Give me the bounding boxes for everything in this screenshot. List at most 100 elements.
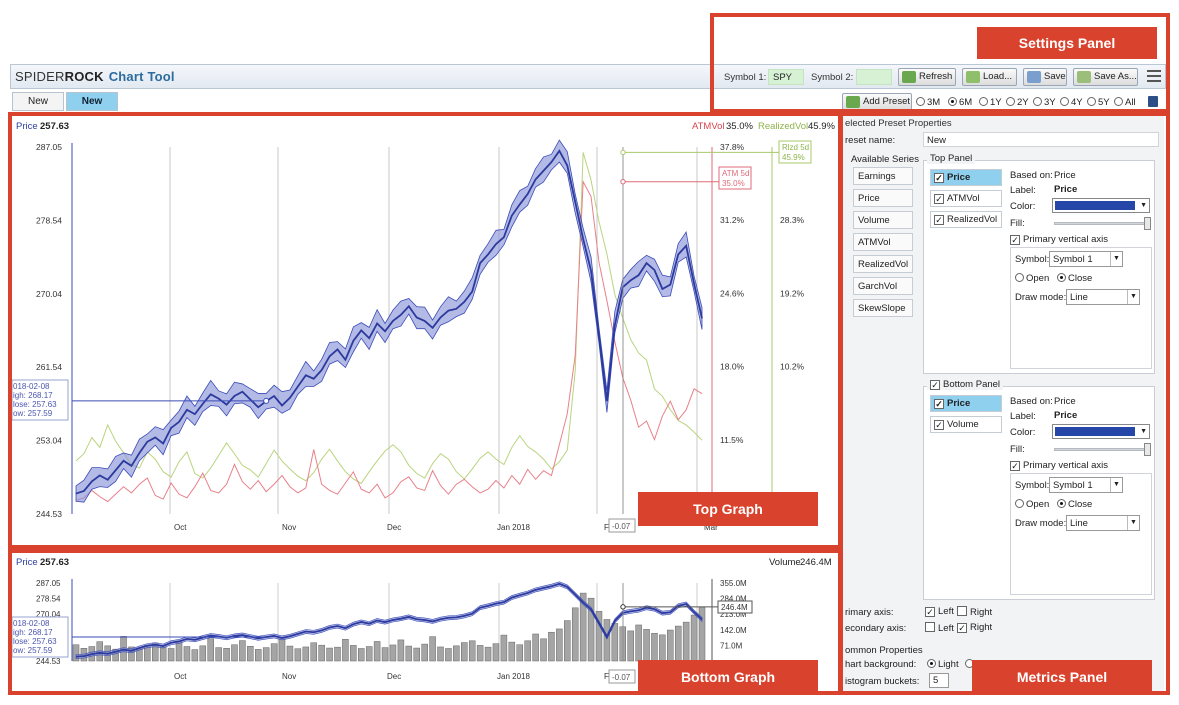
x-tick-label: Dec xyxy=(387,523,401,532)
top-close-radio[interactable]: Close xyxy=(1057,273,1092,284)
series-realizedvol[interactable]: RealizedVol xyxy=(853,255,913,273)
range-2y[interactable]: 2Y xyxy=(1006,97,1029,108)
top-primary-axis[interactable]: ✓ Primary vertical axis xyxy=(1010,234,1108,245)
volume-marker-point xyxy=(620,604,626,610)
range-4y[interactable]: 4Y xyxy=(1060,97,1083,108)
bottom-primary-axis[interactable]: ✓ Primary vertical axis xyxy=(1010,460,1108,471)
volume-bar xyxy=(564,620,571,662)
bottom-fill-slider[interactable] xyxy=(1054,443,1151,456)
checkbox-checked-icon[interactable]: ✓ xyxy=(934,399,944,409)
volume-bar xyxy=(159,646,167,662)
series-volume[interactable]: Volume xyxy=(853,211,913,229)
symbol2-input[interactable] xyxy=(856,69,892,85)
bottom-tooltip-close: lose: 257.63 xyxy=(13,637,57,646)
top-draw-mode-select[interactable]: Line ▼ xyxy=(1066,289,1140,305)
range-3m[interactable]: 3M xyxy=(916,97,940,108)
menu-icon[interactable] xyxy=(1147,70,1161,82)
refresh-icon xyxy=(902,71,916,83)
range-1y[interactable]: 1Y xyxy=(979,97,1002,108)
top-graph[interactable]: Price 257.63 ATMVol 35.0% RealizedVol 45… xyxy=(11,116,838,544)
secondary-axis-left[interactable]: Left xyxy=(925,622,954,634)
volume-bar xyxy=(674,625,682,662)
slider-handle[interactable] xyxy=(1144,443,1151,456)
bottom-draw-mode-select[interactable]: Line ▼ xyxy=(1066,515,1140,531)
bottom-graph-callout: Bottom Graph xyxy=(638,660,818,694)
volume-bar xyxy=(627,630,634,662)
checkbox-checked-icon[interactable]: ✓ xyxy=(934,215,944,225)
top-crosshair-value: -0.07 xyxy=(612,522,631,531)
volume-bar xyxy=(397,639,405,662)
top-panel-item-realizedvol[interactable]: ✓ RealizedVol xyxy=(930,211,1002,228)
bottom-panel-title[interactable]: ✓ Bottom Panel xyxy=(927,379,1004,390)
radio-selected-icon xyxy=(927,659,936,668)
save-as-button[interactable]: Save As... xyxy=(1073,68,1138,86)
checkbox-checked-icon[interactable]: ✓ xyxy=(934,194,944,204)
top-based-on-label: Based on: xyxy=(1010,170,1053,181)
bottom-item-price-label: Price xyxy=(947,398,971,409)
price-tick-label: 278.54 xyxy=(36,595,61,604)
bottom-symbol-select[interactable]: Symbol 1 ▼ xyxy=(1049,477,1123,493)
bottom-panel-item-price[interactable]: ✓ Price xyxy=(930,395,1002,412)
range-all[interactable]: All xyxy=(1114,97,1136,108)
primary-axis-left[interactable]: ✓ Left xyxy=(925,606,954,617)
top-axis-subgroup: Symbol: Symbol 1 ▼ Open Close Draw mode: … xyxy=(1010,247,1152,369)
primary-left-label: Left xyxy=(938,606,954,617)
volume-bar xyxy=(389,644,397,662)
load-button[interactable]: Load... xyxy=(962,68,1017,86)
primary-axis-label: rimary axis: xyxy=(845,607,894,618)
bottom-open-radio[interactable]: Open xyxy=(1015,499,1049,510)
series-price[interactable]: Price xyxy=(853,189,913,207)
checkbox-checked-icon[interactable]: ✓ xyxy=(1010,235,1020,245)
volume-tick-label: 355.0M xyxy=(720,579,747,588)
refresh-button[interactable]: Refresh xyxy=(898,68,956,86)
settings-panel-callout: Settings Panel xyxy=(977,27,1157,59)
series-atmvol[interactable]: ATMVol xyxy=(853,233,913,251)
volume-bar xyxy=(72,644,80,662)
tab-new-1[interactable]: New xyxy=(12,92,64,111)
checkbox-checked-icon[interactable]: ✓ xyxy=(1010,461,1020,471)
top-symbol-select[interactable]: Symbol 1 ▼ xyxy=(1049,251,1123,267)
slider-handle[interactable] xyxy=(1144,217,1151,230)
volume-bar xyxy=(358,648,365,662)
secondary-axis-right[interactable]: ✓ Right xyxy=(957,622,992,633)
series-garchvol[interactable]: GarchVol xyxy=(853,277,913,295)
top-panel-item-price[interactable]: ✓ Price xyxy=(930,169,1002,186)
top-color-picker[interactable]: ▼ xyxy=(1052,198,1150,213)
top-tooltip-low: ow: 257.59 xyxy=(13,409,53,418)
range-6m[interactable]: 6M xyxy=(948,97,972,108)
x-tick-label: Nov xyxy=(282,672,296,681)
checkbox-checked-icon[interactable]: ✓ xyxy=(934,173,944,183)
tab-new-2[interactable]: New xyxy=(66,92,118,111)
volume-bar xyxy=(350,645,357,662)
top-panel-item-atmvol[interactable]: ✓ ATMVol xyxy=(930,190,1002,207)
histogram-buckets-input[interactable]: 5 xyxy=(929,673,949,688)
checkbox-icon[interactable] xyxy=(925,622,935,632)
save-button[interactable]: Save xyxy=(1023,68,1067,86)
add-icon xyxy=(846,96,860,108)
series-earnings[interactable]: Earnings xyxy=(853,167,913,185)
bottom-panel-item-volume[interactable]: ✓ Volume xyxy=(930,416,1002,433)
top-primary-axis-label: Primary vertical axis xyxy=(1023,234,1108,245)
range-all-label: All xyxy=(1125,97,1136,108)
checkbox-icon[interactable] xyxy=(957,606,967,616)
primary-axis-right[interactable]: Right xyxy=(957,606,992,618)
range-5y[interactable]: 5Y xyxy=(1087,97,1110,108)
range-3y[interactable]: 3Y xyxy=(1033,97,1056,108)
bottom-close-radio[interactable]: Close xyxy=(1057,499,1092,510)
series-skewslope[interactable]: SkewSlope xyxy=(853,299,913,317)
radio-selected-icon xyxy=(948,97,957,106)
chart-background-light[interactable]: Light xyxy=(927,659,959,670)
add-preset-button[interactable]: Add Preset xyxy=(842,93,912,111)
checkbox-checked-icon[interactable]: ✓ xyxy=(957,623,967,633)
top-color-label: Color: xyxy=(1010,201,1036,212)
brand-chart-tool: Chart Tool xyxy=(108,69,175,84)
preset-name-input[interactable]: New xyxy=(923,132,1159,147)
top-open-radio[interactable]: Open xyxy=(1015,273,1049,284)
bottom-color-picker[interactable]: ▼ xyxy=(1052,424,1150,439)
top-fill-slider[interactable] xyxy=(1054,217,1151,230)
checkbox-checked-icon[interactable]: ✓ xyxy=(934,420,944,430)
symbol1-input[interactable]: SPY xyxy=(768,69,804,85)
export-icon[interactable] xyxy=(1148,96,1158,107)
checkbox-checked-icon[interactable]: ✓ xyxy=(930,380,940,390)
checkbox-checked-icon[interactable]: ✓ xyxy=(925,607,935,617)
